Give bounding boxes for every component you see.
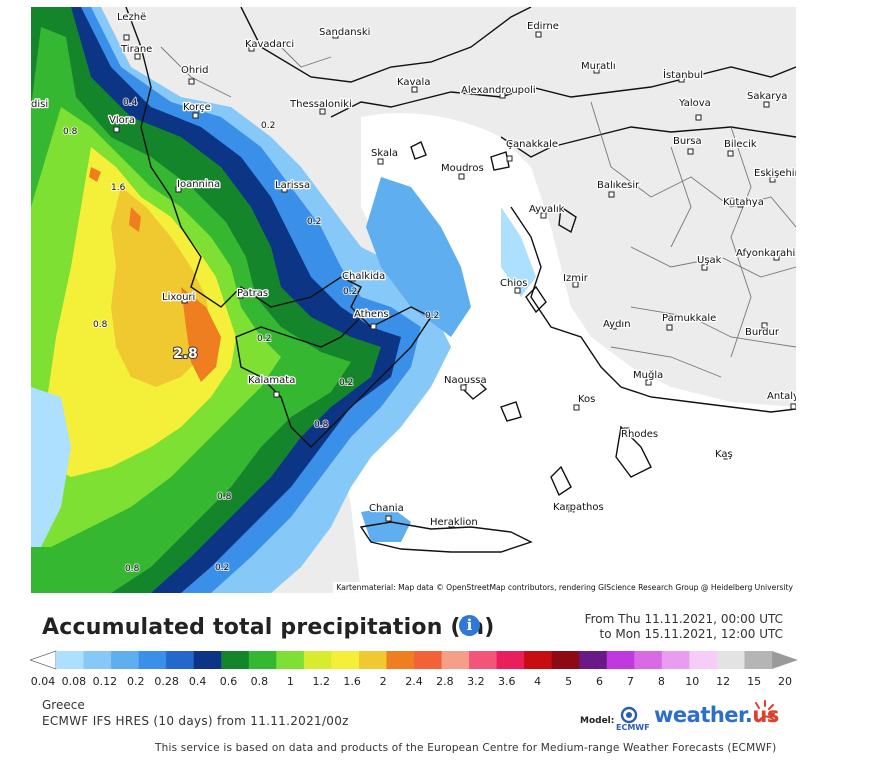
legend-swatch — [634, 651, 663, 669]
legend-max-arrow — [772, 651, 798, 669]
legend-tick-label: 0.8 — [250, 675, 269, 688]
svg-text:ECMWF: ECMWF — [616, 723, 650, 732]
legend-swatch — [579, 651, 608, 669]
legend-swatch — [138, 651, 167, 669]
info-icon[interactable]: i — [459, 615, 480, 636]
legend-swatch — [303, 651, 332, 669]
legend-tick-label: 6 — [596, 675, 603, 688]
chart-title: Accumulated total precipitation (in) — [42, 615, 495, 640]
legend-tick-label: 4 — [534, 675, 542, 688]
map-attribution: Kartenmaterial: Map data © OpenStreetMap… — [333, 582, 796, 593]
legend-swatch — [166, 651, 195, 669]
legend-tick-label: 12 — [716, 675, 731, 688]
ecmwf-logo[interactable]: ECMWF — [614, 706, 650, 732]
legend-swatch — [551, 651, 580, 669]
borders — [160, 46, 796, 378]
legend-swatch — [496, 651, 525, 669]
legend-swatch — [744, 651, 773, 669]
date-range: From Thu 11.11.2021, 00:00 UTC to Mon 15… — [585, 612, 783, 642]
model-run-info: ECMWF IFS HRES (10 days) from 11.11.2021… — [42, 714, 349, 728]
legend-swatch — [248, 651, 277, 669]
legend-tick-label: 10 — [685, 675, 700, 688]
legend-tick-label: 0.2 — [127, 675, 145, 688]
legend-swatch — [386, 651, 415, 669]
legend-swatch — [193, 651, 222, 669]
weatherus-logo[interactable]: weather.us — [654, 703, 779, 727]
legend-tick-label: 3.6 — [498, 675, 516, 688]
legend-tick-label: 20 — [778, 675, 792, 688]
legend-swatch — [606, 651, 635, 669]
weatherus-logo-tld: us — [752, 703, 779, 727]
legend-min-arrow — [30, 650, 57, 670]
legend-tick-label: 0.28 — [154, 675, 179, 688]
date-range-from: From Thu 11.11.2021, 00:00 UTC — [584, 612, 783, 626]
map-canvas — [31, 7, 796, 593]
legend-swatch — [524, 651, 553, 669]
legend-swatch — [441, 651, 470, 669]
legend-tick-label: 1 — [286, 675, 294, 688]
model-label: Model: — [580, 716, 615, 726]
legend-swatch — [661, 651, 690, 669]
color-scale-legend — [30, 650, 798, 670]
date-range-to: to Mon 15.11.2021, 12:00 UTC — [599, 627, 784, 641]
legend-tick-label: 2.4 — [405, 675, 423, 688]
legend-swatch — [716, 651, 745, 669]
legend-tick-label: 8 — [657, 675, 665, 688]
legend-swatch — [83, 651, 112, 669]
legend-swatch — [469, 651, 498, 669]
legend-tick-label: 0.12 — [92, 675, 118, 688]
legend-tick-label: 7 — [626, 675, 634, 688]
precip-shading — [31, 7, 536, 593]
legend-swatch — [111, 651, 140, 669]
legend-tick-label: 1.6 — [343, 675, 361, 688]
legend-tick-label: 1.2 — [312, 675, 331, 688]
legend-swatch — [414, 651, 443, 669]
legend-tick-label: 2.8 — [436, 675, 454, 688]
sun-icon — [755, 700, 775, 723]
region-name: Greece — [42, 698, 85, 712]
legend-swatch — [56, 651, 85, 669]
legend-swatch — [276, 651, 305, 669]
legend-tick-label: 0.08 — [61, 675, 87, 688]
legend-tick-label: 0.6 — [219, 675, 238, 688]
legend-tick-label: 3.2 — [467, 675, 485, 688]
legend-tick-label: 5 — [565, 675, 573, 688]
legend-swatch — [331, 651, 360, 669]
legend-swatch — [689, 651, 718, 669]
precipitation-map[interactable]: 0.4 0.8 1.6 0.2 0.2 0.2 0.2 0.2 0.8 0.8 … — [31, 7, 796, 593]
legend-tick-label: 0.04 — [30, 675, 56, 688]
legend-ticks: 0.04 0.08 0.12 0.2 0.28 0.4 0.6 0.8 1 1.2 1.6 2 2.4 2… — [31, 675, 792, 690]
legend-swatch — [358, 651, 387, 669]
weatherus-logo-text: weather. — [654, 703, 753, 727]
legend-tick-label: 0.4 — [188, 675, 207, 688]
coastlines — [125, 7, 796, 553]
legend-tick-label: 15 — [747, 675, 762, 688]
legend-tick-label: 2 — [379, 675, 387, 688]
legend-swatch — [221, 651, 250, 669]
disclaimer: This service is based on data and produc… — [155, 742, 777, 754]
